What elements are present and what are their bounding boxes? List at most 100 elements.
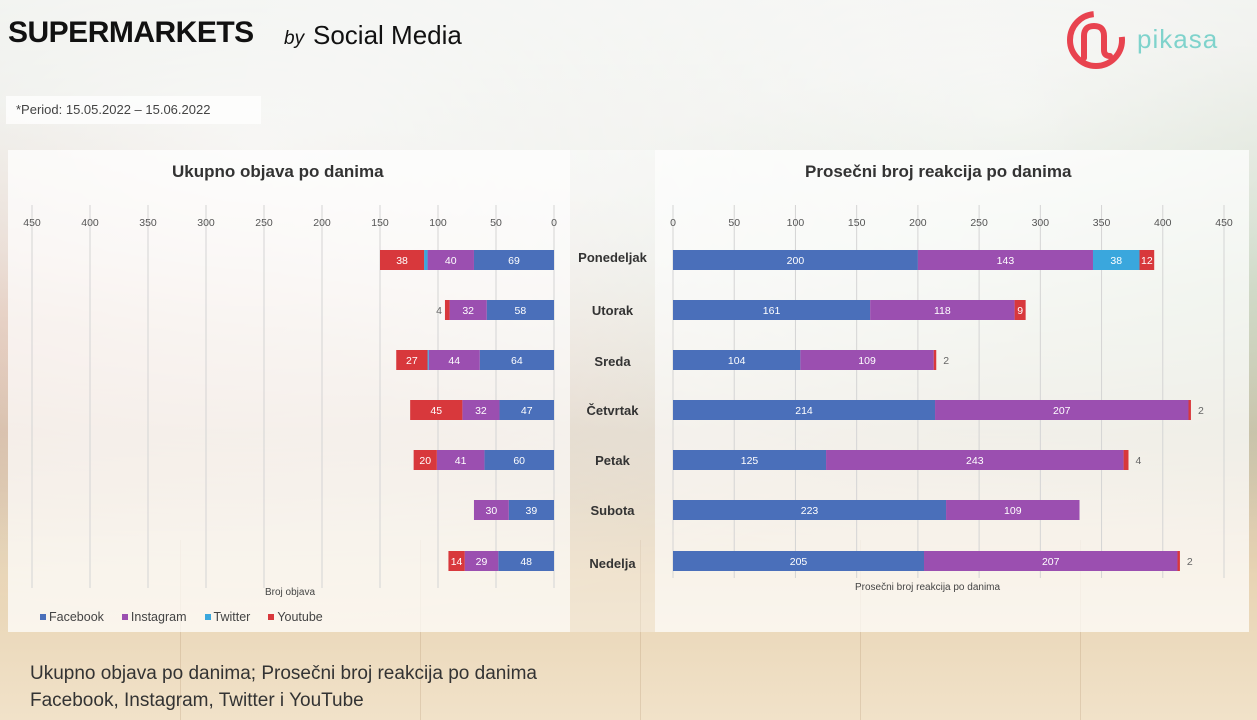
left-chart-title: Ukupno objava po danima: [172, 162, 384, 181]
tick-label: 0: [670, 217, 676, 229]
data-label: 104: [728, 355, 746, 367]
data-label: 29: [476, 556, 488, 568]
bar-youtube: [1177, 551, 1180, 571]
data-label: 200: [787, 255, 805, 267]
bar-facebook: [673, 500, 947, 520]
brand-name: pikasa: [1137, 24, 1219, 54]
legend-label: Twitter: [213, 610, 251, 624]
day-label: Subota: [590, 503, 635, 518]
data-label: 41: [455, 455, 467, 467]
tick-label: 100: [429, 217, 447, 229]
bar-youtube: [380, 250, 425, 270]
tick-label: 350: [139, 217, 157, 229]
bar-youtube: [444, 300, 450, 320]
tick-label: 350: [1093, 217, 1111, 229]
caption-line-2: Facebook, Instagram, Twitter i YouTube: [30, 690, 364, 711]
data-label: 118: [934, 305, 951, 317]
data-label: 32: [462, 305, 474, 317]
day-label-column: [570, 150, 655, 632]
page-subtitle: Social Media: [313, 20, 462, 50]
bar-instagram: [473, 500, 509, 520]
bar-instagram: [946, 500, 1080, 520]
bar-instagram: [427, 250, 474, 270]
legend-item-facebook: Facebook: [40, 610, 104, 624]
day-label: Četvrtak: [586, 403, 639, 418]
data-label: 143: [997, 255, 1015, 267]
day-label: Ponedeljak: [578, 250, 647, 265]
data-label: 39: [526, 505, 538, 517]
left-axis-title: Broj objava: [265, 587, 316, 598]
day-label: Petak: [595, 453, 630, 468]
data-label: 243: [966, 455, 984, 467]
bar-instagram: [462, 400, 500, 420]
bar-instagram: [935, 400, 1189, 420]
bar-instagram: [428, 350, 480, 370]
bar-youtube: [448, 551, 465, 571]
legend-swatch: [121, 614, 128, 620]
bar-facebook: [673, 350, 801, 370]
tick-label: 150: [848, 217, 866, 229]
bar-facebook: [673, 250, 918, 270]
data-label: 44: [448, 355, 460, 367]
data-label: 207: [1053, 405, 1071, 417]
legend-swatch: [268, 614, 275, 620]
bar-facebook: [498, 551, 554, 571]
legend-swatch: [40, 614, 46, 620]
data-label: 205: [790, 556, 808, 568]
tick-label: 450: [1215, 217, 1233, 229]
bar-facebook: [486, 300, 554, 320]
bar-youtube: [410, 400, 463, 420]
tick-label: 450: [23, 217, 41, 229]
data-label: 2: [1198, 405, 1204, 417]
data-label: 125: [741, 455, 759, 467]
data-label: 47: [521, 405, 533, 417]
bar-instagram: [449, 300, 487, 320]
data-label: 32: [475, 405, 487, 417]
data-label: 45: [430, 405, 442, 417]
bar-facebook: [673, 450, 827, 470]
bar-youtube: [933, 350, 937, 370]
bar-youtube: [1188, 400, 1191, 420]
bar-facebook: [673, 551, 925, 571]
tick-label: 300: [1032, 217, 1050, 229]
tick-label: 0: [551, 217, 557, 229]
bar-facebook: [499, 400, 554, 420]
bar-youtube: [1014, 300, 1026, 320]
bar-twitter: [1092, 250, 1140, 270]
data-label: 40: [445, 255, 457, 267]
data-label: 207: [1042, 556, 1060, 568]
bar-instagram: [800, 350, 934, 370]
brand-logo-icon: [1067, 11, 1125, 69]
chart-legend: Facebook Instagram Twitter Youtube: [40, 610, 323, 624]
legend-swatch: [204, 614, 211, 620]
bar-instagram: [924, 551, 1178, 571]
bar-youtube: [1139, 250, 1155, 270]
day-label: Sreda: [594, 354, 631, 369]
bar-facebook: [508, 500, 554, 520]
bar-twitter: [424, 250, 428, 270]
period-label: *Period: 15.05.2022 – 15.06.2022: [6, 96, 261, 124]
bar-facebook: [673, 400, 936, 420]
data-label: 12: [1141, 255, 1153, 267]
tick-label: 200: [313, 217, 331, 229]
data-label: 69: [508, 255, 520, 267]
bar-instagram: [870, 300, 1015, 320]
right-axis-title: Prosečni broj reakcija po danima: [855, 582, 1001, 593]
data-label: 38: [396, 255, 408, 267]
right-chart-title: Prosečni broj reakcija po danima: [805, 162, 1072, 181]
bar-youtube: [1123, 450, 1129, 470]
bar-youtube: [396, 350, 428, 370]
bar-facebook: [673, 300, 871, 320]
bar-instagram: [464, 551, 499, 571]
legend-item-twitter: Twitter: [204, 610, 251, 624]
data-label: 27: [406, 355, 418, 367]
bar-instagram: [917, 250, 1093, 270]
tick-label: 150: [371, 217, 389, 229]
tick-label: 200: [909, 217, 927, 229]
data-label: 223: [801, 505, 819, 517]
data-label: 2: [943, 355, 949, 367]
bar-instagram: [436, 450, 485, 470]
data-label: 60: [513, 455, 525, 467]
data-label: 14: [451, 556, 463, 568]
